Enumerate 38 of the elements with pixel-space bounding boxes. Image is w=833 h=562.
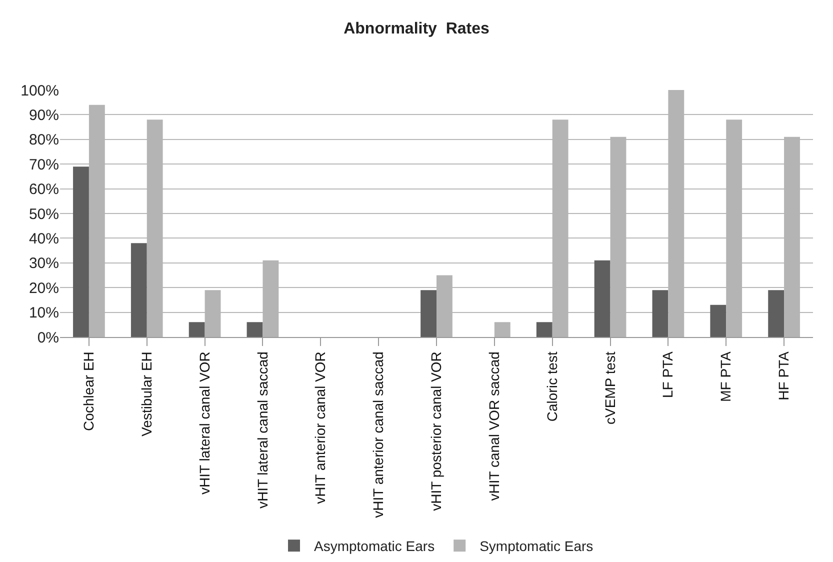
x-tick-label: Caloric test (544, 352, 560, 422)
bar (246, 322, 263, 337)
x-tick-label: vHIT canal VOR saccad (486, 352, 502, 501)
x-tick-label: vHIT posterior canal VOR (428, 352, 444, 511)
y-tick-label: 50% (28, 206, 59, 223)
x-tick-label: Cochlear EH (80, 352, 97, 431)
legend-label: Symptomatic Ears (480, 538, 594, 554)
bar (420, 290, 436, 337)
bar (494, 322, 510, 337)
x-tick-label: cVEMP test (602, 352, 618, 424)
y-tick-label: 60% (28, 181, 59, 198)
bar (130, 243, 147, 337)
y-tick-label: 30% (28, 255, 59, 272)
x-tick-label: vHIT anterior canal saccad (370, 352, 386, 518)
x-tick-label: MF PTA (718, 350, 734, 402)
x-tick-label: HF PTA (776, 350, 792, 400)
x-tick-label: vHIT anterior canal VOR (312, 352, 328, 504)
y-tick-label: 80% (28, 132, 59, 149)
x-tick-label: vHIT lateral canal VOR (196, 352, 212, 495)
y-tick-label: 40% (28, 230, 59, 248)
bar (594, 260, 610, 337)
y-tick-label: 90% (28, 106, 59, 124)
y-tick-label: 70% (28, 156, 59, 174)
bar (536, 322, 552, 337)
bar (710, 304, 726, 337)
bar (73, 166, 89, 337)
x-tick-label: LF PTA (660, 350, 676, 398)
y-tick-label: 0% (37, 329, 59, 346)
bar (188, 322, 205, 337)
x-tick-label: Vestibular EH (138, 352, 154, 436)
bar (652, 290, 668, 337)
chart-title: Abnormality Rates (344, 20, 490, 38)
x-tick-label: vHIT lateral canal saccad (254, 352, 270, 509)
y-tick-label: 10% (28, 304, 59, 322)
y-tick-label: 20% (28, 280, 59, 297)
bar (768, 290, 784, 337)
legend-label: Asymptomatic Ears (314, 538, 435, 554)
y-tick-label: 100% (20, 82, 59, 100)
